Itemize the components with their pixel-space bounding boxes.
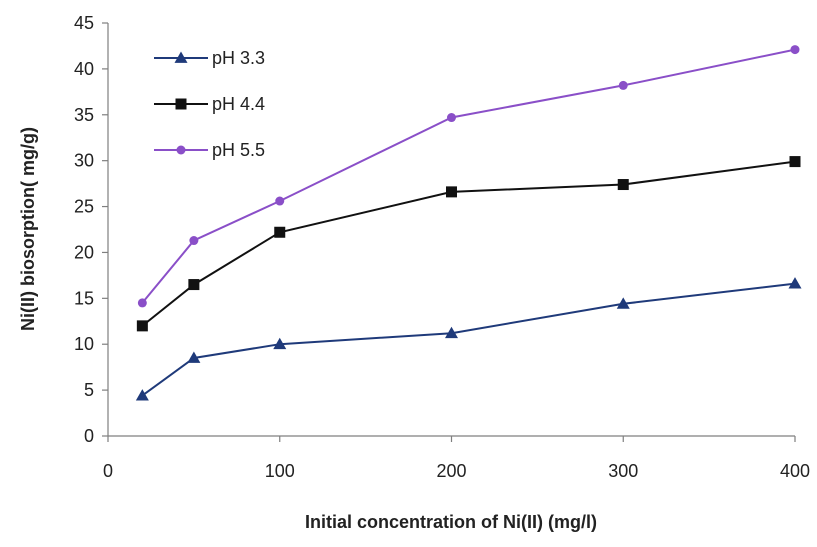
legend-label: pH 5.5 xyxy=(212,140,265,160)
data-point xyxy=(617,179,629,191)
x-tick-label: 200 xyxy=(436,461,466,481)
data-point xyxy=(618,80,628,90)
legend-label: pH 4.4 xyxy=(212,94,265,114)
series-line xyxy=(141,48,796,304)
legend-entry: pH 3.3 xyxy=(154,48,265,68)
y-tick-label: 45 xyxy=(74,13,94,33)
legend: pH 3.3 pH 4.4 pH 5.5 xyxy=(154,48,265,160)
series-square xyxy=(136,156,801,332)
legend-entry: pH 4.4 xyxy=(154,94,265,114)
y-axis-title: Ni(II) biosorption( mg/g) xyxy=(18,127,38,331)
data-point xyxy=(789,156,801,168)
data-point xyxy=(188,279,200,291)
series-triangle xyxy=(135,277,802,401)
y-tick-label: 20 xyxy=(74,242,94,262)
legend-marker xyxy=(176,145,186,155)
legend-marker xyxy=(175,98,187,110)
data-point xyxy=(788,277,802,289)
series-line xyxy=(141,160,796,327)
legend-label: pH 3.3 xyxy=(212,48,265,68)
series-layer xyxy=(135,45,802,401)
data-point xyxy=(790,45,800,55)
y-tick-label: 10 xyxy=(74,334,94,354)
data-point xyxy=(137,298,147,308)
legend-entry: pH 5.5 xyxy=(154,140,265,160)
y-tick-label: 15 xyxy=(74,288,94,308)
y-tick-label: 5 xyxy=(84,380,94,400)
legend-marker xyxy=(174,51,188,63)
data-point xyxy=(189,236,199,246)
data-point xyxy=(275,196,285,206)
y-tick-label: 40 xyxy=(74,59,94,79)
series-circle xyxy=(137,45,800,308)
data-point xyxy=(447,113,456,123)
series-line xyxy=(141,282,796,397)
data-point xyxy=(135,389,149,401)
x-tick-label: 100 xyxy=(265,461,295,481)
y-tick-label: 0 xyxy=(84,426,94,446)
x-tick-label: 0 xyxy=(103,461,113,481)
y-tick-label: 35 xyxy=(74,105,94,125)
data-point xyxy=(187,351,201,363)
data-point xyxy=(616,297,630,309)
data-point xyxy=(446,186,457,198)
x-tick-label: 300 xyxy=(608,461,638,481)
data-point xyxy=(274,226,286,238)
data-point xyxy=(273,337,287,350)
x-axis-title: Initial concentration of Ni(II) (mg/l) xyxy=(305,512,597,532)
y-tick-label: 25 xyxy=(74,197,94,217)
x-tick-label: 400 xyxy=(780,461,810,481)
data-point xyxy=(445,326,458,339)
y-tick-label: 30 xyxy=(74,151,94,171)
axes: 0 5 10 15 20 25 30 35 40 45 0 100 200 300 400 xyxy=(74,13,810,481)
data-point xyxy=(136,320,148,332)
